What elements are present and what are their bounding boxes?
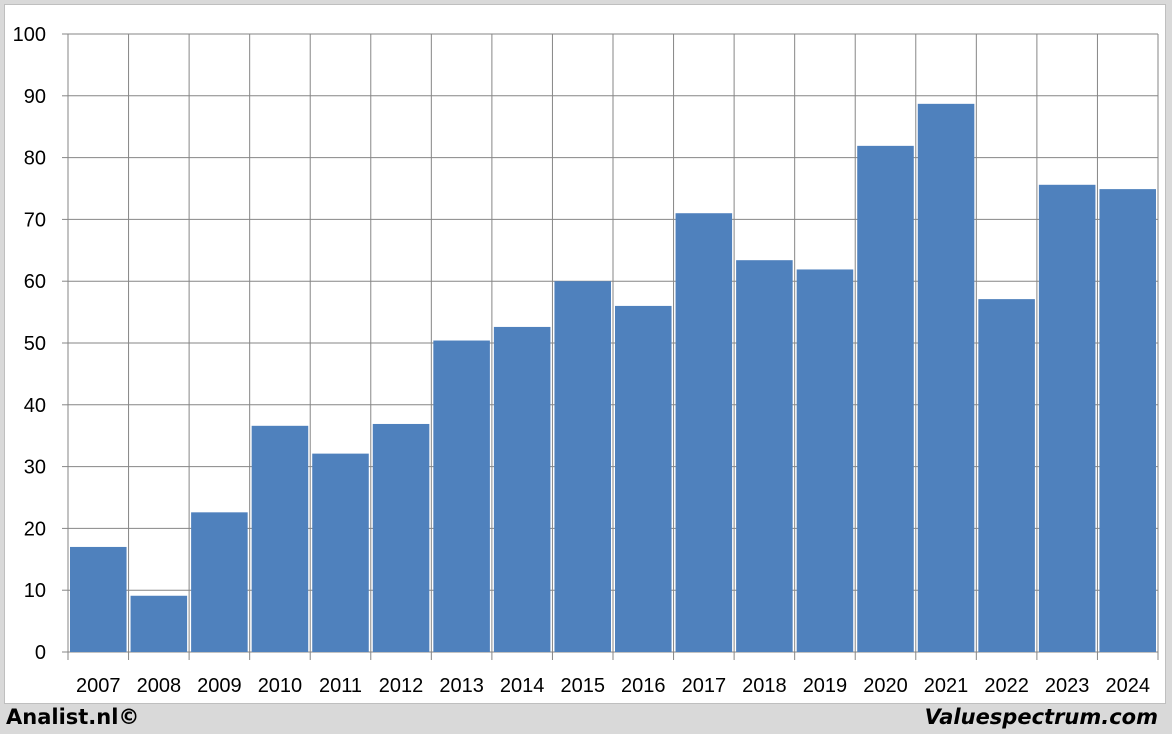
x-tick-label: 2013 xyxy=(439,675,484,697)
y-tick-label: 30 xyxy=(24,457,46,479)
x-tick-label: 2016 xyxy=(621,675,666,697)
x-tick-label: 2010 xyxy=(258,675,303,697)
y-tick-label: 90 xyxy=(24,86,46,108)
bar xyxy=(554,281,611,652)
y-tick-label: 40 xyxy=(24,395,46,417)
source-credit-left: Analist.nl© xyxy=(6,705,140,729)
bar xyxy=(917,103,975,653)
x-tick-label: 2017 xyxy=(682,675,727,697)
x-tick-label: 2018 xyxy=(742,675,787,697)
y-tick-label: 0 xyxy=(35,642,46,664)
x-tick-label: 2015 xyxy=(560,675,605,697)
x-tick-label: 2024 xyxy=(1105,675,1150,697)
y-tick-label: 80 xyxy=(24,148,46,170)
x-tick-label: 2009 xyxy=(197,675,242,697)
y-tick-label: 100 xyxy=(13,24,46,46)
x-tick-label: 2012 xyxy=(379,675,424,697)
x-tick-label: 2022 xyxy=(984,675,1029,697)
bar xyxy=(736,260,793,652)
bar xyxy=(615,305,672,652)
y-tick-label: 70 xyxy=(24,209,46,231)
x-tick-label: 2021 xyxy=(924,675,969,697)
x-tick-label: 2023 xyxy=(1045,675,1090,697)
bar xyxy=(675,213,733,652)
x-tick-label: 2007 xyxy=(76,675,121,697)
bar xyxy=(796,269,854,652)
x-tick-label: 2011 xyxy=(319,675,362,697)
bar xyxy=(433,340,490,652)
bar xyxy=(978,299,1035,652)
y-tick-label: 60 xyxy=(24,271,46,293)
y-tick-label: 50 xyxy=(24,333,46,355)
bar xyxy=(130,595,188,652)
x-tick-label: 2008 xyxy=(137,675,182,697)
y-tick-label: 10 xyxy=(24,580,46,602)
bar xyxy=(857,145,914,652)
x-tick-label: 2019 xyxy=(803,675,848,697)
bar xyxy=(312,453,369,652)
bar xyxy=(372,423,430,652)
source-credit-right: Valuespectrum.com xyxy=(924,705,1158,729)
bar xyxy=(1038,184,1096,653)
bar xyxy=(493,326,551,652)
bar xyxy=(1099,189,1156,653)
bar xyxy=(251,425,309,652)
x-tick-label: 2014 xyxy=(500,675,545,697)
y-tick-label: 20 xyxy=(24,518,46,540)
bar xyxy=(191,512,248,652)
x-tick-label: 2020 xyxy=(863,675,908,697)
bar xyxy=(70,546,127,652)
